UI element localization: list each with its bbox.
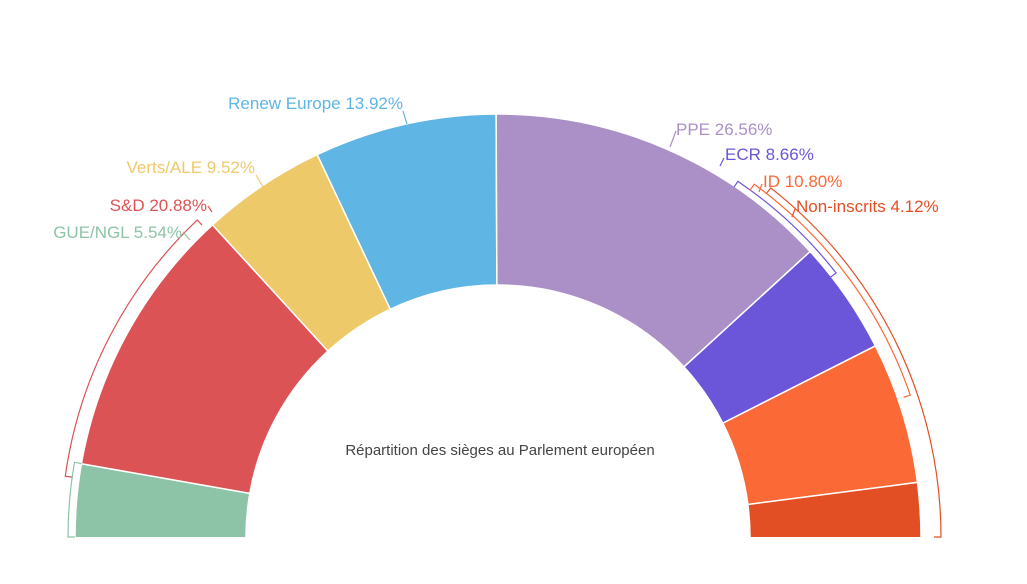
leader-line-renew-europe [402, 110, 408, 125]
leader-line-id [758, 183, 763, 193]
bracket-s-d [64, 219, 203, 478]
slices-group [74, 113, 922, 559]
leader-line-s-d [207, 205, 213, 213]
bracket-non-inscrits [765, 187, 942, 538]
leader-line-ppe [669, 130, 677, 148]
bracket-gue-ngl [67, 461, 82, 538]
data-label-verts-ale: Verts/ALE 9.52% [126, 158, 255, 177]
leader-line-verts-ale [255, 174, 264, 188]
chart-title: Répartition des sièges au Parlement euro… [345, 442, 654, 459]
data-label-id: ID 10.80% [763, 172, 842, 191]
slice-non-inscrits[interactable] [747, 481, 922, 559]
data-label-ecr: ECR 8.66% [725, 145, 814, 164]
labels-group: GUE/NGL 5.54% S&D 20.88% Verts/ALE 9.52% Re… [53, 94, 938, 242]
bracket-id [749, 183, 912, 398]
data-label-ppe: PPE 26.56% [676, 120, 772, 139]
data-label-s-d: S&D 20.88% [110, 196, 207, 215]
leader-line-non-inscrits [791, 208, 796, 218]
data-label-gue-ngl: GUE/NGL 5.54% [53, 223, 182, 242]
leader-lines-group [182, 110, 796, 241]
slice-ppe[interactable] [495, 113, 812, 368]
leader-line-ecr [719, 157, 725, 167]
bracket-ecr [733, 180, 837, 278]
brackets-group [64, 180, 942, 538]
data-label-renew-europe: Renew Europe 13.92% [228, 94, 403, 113]
leader-line-gue-ngl [182, 231, 191, 241]
data-label-non-inscrits: Non-inscrits 4.12% [796, 197, 939, 216]
